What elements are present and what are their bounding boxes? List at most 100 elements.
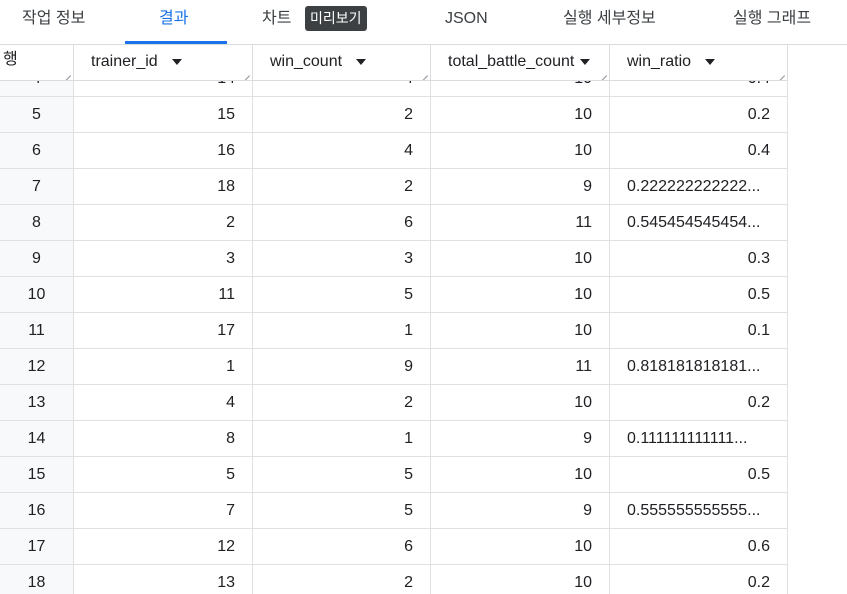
win-count-cell: 6 (253, 205, 431, 240)
total-battle-count-cell: 10 (431, 385, 610, 420)
header-win-count[interactable]: win_count (253, 45, 431, 80)
trainer-id-cell: 3 (74, 241, 253, 276)
total-battle-count-cell: 10 (431, 529, 610, 564)
header-label: trainer_id (91, 53, 158, 70)
row-number-cell: 10 (0, 277, 74, 312)
trainer-id-cell: 1 (74, 349, 253, 384)
trainer-id-cell: 8 (74, 421, 253, 456)
sort-caret-icon[interactable] (705, 58, 716, 65)
total-battle-count-cell: 10 (431, 241, 610, 276)
table-row[interactable]: 11 17 1 10 0.1 (0, 313, 788, 349)
win-ratio-cell: 0.2 (610, 385, 788, 420)
header-label: win_count (270, 53, 343, 70)
table-row[interactable]: 7 18 2 9 0.222222222222... (0, 169, 788, 205)
trainer-id-cell: 4 (74, 385, 253, 420)
results-grid[interactable]: 4144100.45152100.26164100.4718290.222222… (0, 45, 847, 594)
row-number-cell: 9 (0, 241, 74, 276)
win-ratio-cell: 0.5 (610, 277, 788, 312)
table-row[interactable]: 14 8 1 9 0.111111111111... (0, 421, 788, 457)
sort-caret-icon[interactable] (171, 58, 182, 65)
trainer-id-cell: 2 (74, 205, 253, 240)
header-win-ratio[interactable]: win_ratio (610, 45, 788, 80)
win-ratio-cell: 0.3 (610, 241, 788, 276)
table-row[interactable]: 15 5 5 10 0.5 (0, 457, 788, 493)
table-row[interactable]: 10 11 5 10 0.5 (0, 277, 788, 313)
win-ratio-cell: 0.222222222222... (610, 169, 788, 204)
trainer-id-cell: 5 (74, 457, 253, 492)
row-number-cell: 12 (0, 349, 74, 384)
win-count-cell: 1 (253, 313, 431, 348)
active-tab-indicator (125, 41, 227, 44)
win-count-cell: 5 (253, 493, 431, 528)
win-count-cell: 6 (253, 529, 431, 564)
row-number-cell: 14 (0, 421, 74, 456)
win-count-cell: 2 (253, 565, 431, 594)
table-row[interactable]: 13 4 2 10 0.2 (0, 385, 788, 421)
total-battle-count-cell: 9 (431, 493, 610, 528)
results-header: 행 trainer_id win_count total_battle_coun… (0, 45, 788, 81)
total-battle-count-cell: 10 (431, 313, 610, 348)
total-battle-count-cell: 9 (431, 421, 610, 456)
tab-json[interactable]: JSON (445, 10, 488, 27)
tab-execution-details[interactable]: 실행 세부정보 (563, 10, 656, 27)
win-count-cell: 2 (253, 169, 431, 204)
total-battle-count-cell: 9 (431, 169, 610, 204)
total-battle-count-cell: 10 (431, 565, 610, 594)
trainer-id-cell: 15 (74, 97, 253, 132)
header-row-number-label: 행 (3, 51, 18, 68)
row-number-cell: 16 (0, 493, 74, 528)
preview-badge: 미리보기 (305, 6, 367, 31)
table-row[interactable]: 17 12 6 10 0.6 (0, 529, 788, 565)
win-ratio-cell: 0.4 (610, 133, 788, 168)
column-resize-handle[interactable] (598, 67, 607, 76)
results-tab-bar: 작업 정보 결과 차트 미리보기 JSON 실행 세부정보 실행 그래프 (0, 0, 847, 45)
row-number-cell: 7 (0, 169, 74, 204)
tab-job-info[interactable]: 작업 정보 (22, 10, 86, 27)
total-battle-count-cell: 10 (431, 277, 610, 312)
row-number-cell: 13 (0, 385, 74, 420)
row-number-cell: 18 (0, 565, 74, 594)
win-count-cell: 3 (253, 241, 431, 276)
table-row[interactable]: 16 7 5 9 0.555555555555... (0, 493, 788, 529)
row-number-cell: 11 (0, 313, 74, 348)
row-number-cell: 17 (0, 529, 74, 564)
table-row[interactable]: 9 3 3 10 0.3 (0, 241, 788, 277)
row-number-cell: 15 (0, 457, 74, 492)
win-count-cell: 5 (253, 457, 431, 492)
table-row[interactable]: 18 13 2 10 0.2 (0, 565, 788, 594)
total-battle-count-cell: 10 (431, 133, 610, 168)
win-ratio-cell: 0.545454545454... (610, 205, 788, 240)
header-total-battle-count[interactable]: total_battle_count (431, 45, 610, 80)
trainer-id-cell: 16 (74, 133, 253, 168)
table-row[interactable]: 8 2 6 11 0.545454545454... (0, 205, 788, 241)
column-resize-handle[interactable] (62, 67, 71, 76)
tab-execution-graph[interactable]: 실행 그래프 (733, 10, 812, 27)
header-trainer-id[interactable]: trainer_id (74, 45, 253, 80)
trainer-id-cell: 17 (74, 313, 253, 348)
total-battle-count-cell: 10 (431, 97, 610, 132)
win-count-cell: 5 (253, 277, 431, 312)
table-row[interactable]: 6 16 4 10 0.4 (0, 133, 788, 169)
win-count-cell: 2 (253, 97, 431, 132)
column-resize-handle[interactable] (241, 67, 250, 76)
win-count-cell: 1 (253, 421, 431, 456)
trainer-id-cell: 11 (74, 277, 253, 312)
row-number-cell: 8 (0, 205, 74, 240)
sort-caret-icon[interactable] (356, 58, 367, 65)
win-ratio-cell: 0.6 (610, 529, 788, 564)
column-resize-handle[interactable] (419, 67, 428, 76)
trainer-id-cell: 18 (74, 169, 253, 204)
header-label: total_battle_count (448, 53, 575, 70)
trainer-id-cell: 12 (74, 529, 253, 564)
table-row[interactable]: 5 15 2 10 0.2 (0, 97, 788, 133)
table-row[interactable]: 12 1 9 11 0.818181818181... (0, 349, 788, 385)
tab-chart[interactable]: 차트 (262, 10, 292, 27)
win-ratio-cell: 0.5 (610, 457, 788, 492)
win-ratio-cell: 0.2 (610, 97, 788, 132)
sort-caret-icon[interactable] (580, 58, 591, 65)
tab-results[interactable]: 결과 (159, 10, 189, 27)
win-count-cell: 4 (253, 133, 431, 168)
column-resize-handle[interactable] (776, 67, 785, 76)
header-label: win_ratio (627, 53, 692, 70)
row-number-cell: 6 (0, 133, 74, 168)
